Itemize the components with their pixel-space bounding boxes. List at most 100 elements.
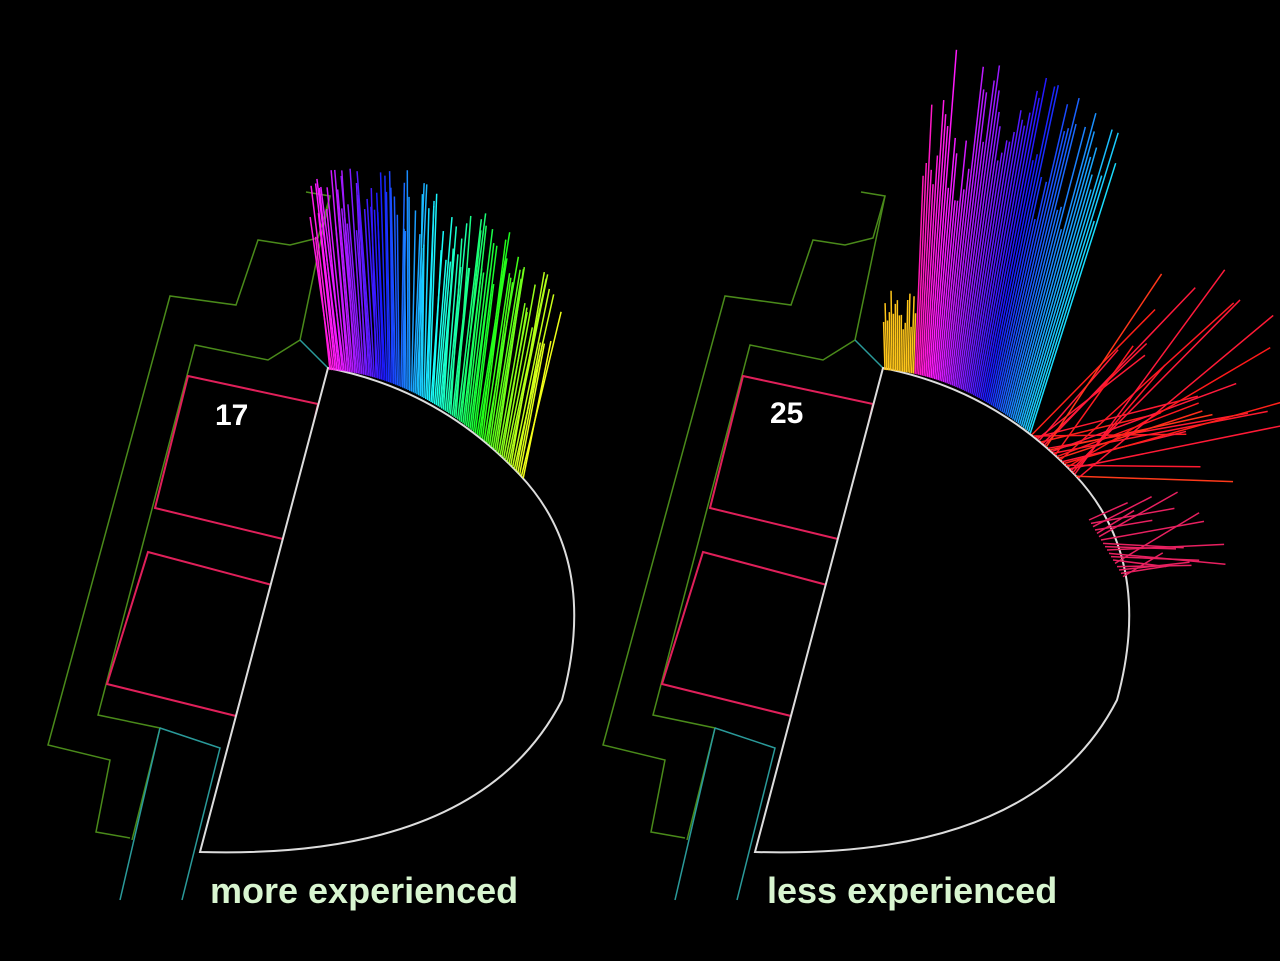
ray (379, 172, 388, 382)
ray (1026, 132, 1119, 431)
ray (890, 290, 893, 371)
ray (400, 182, 406, 387)
ray (492, 278, 522, 449)
ray (988, 85, 1060, 405)
ray (472, 245, 498, 432)
ray (1006, 206, 1063, 416)
ray (363, 208, 376, 378)
ray (390, 187, 397, 385)
housing-outline (159, 727, 221, 901)
ray (914, 175, 924, 374)
ray (916, 162, 928, 375)
ray (456, 219, 483, 420)
ray (958, 111, 1000, 389)
ray (1033, 433, 1187, 437)
ray (347, 204, 363, 375)
ray (423, 208, 430, 399)
ray (1106, 543, 1225, 551)
ray (375, 192, 386, 381)
ray (1040, 412, 1161, 443)
ray (384, 175, 390, 383)
ray (949, 92, 988, 385)
ray (326, 187, 347, 372)
ray (495, 269, 525, 452)
ray (309, 216, 333, 371)
ray (336, 189, 354, 373)
ray (1022, 129, 1113, 428)
ray (953, 80, 995, 387)
ray (967, 141, 1011, 393)
ray (925, 100, 945, 377)
ray (388, 171, 395, 384)
ray (926, 114, 947, 377)
ray (474, 283, 495, 434)
ray (940, 140, 968, 382)
ray (1044, 287, 1196, 446)
ray (1120, 564, 1171, 575)
ray (955, 65, 1001, 387)
ray (1122, 552, 1164, 578)
ray (310, 185, 335, 371)
housing-outline (854, 339, 884, 369)
ray (518, 343, 546, 475)
panel-number: 25 (770, 397, 803, 430)
ray (1098, 491, 1178, 538)
ray (393, 196, 399, 386)
ray (1059, 302, 1235, 461)
ray (974, 125, 1026, 397)
ray (1031, 308, 1156, 436)
ray (471, 243, 495, 431)
ray (490, 269, 521, 447)
ray (905, 299, 909, 373)
ray (999, 128, 1070, 412)
ray (442, 248, 454, 410)
ray (884, 303, 888, 371)
ray (981, 77, 1048, 401)
ray (1074, 269, 1226, 475)
ray (511, 288, 551, 468)
ray (517, 341, 544, 473)
ray (455, 215, 472, 419)
ray (917, 104, 933, 375)
ray (1049, 413, 1213, 451)
ray (316, 178, 342, 371)
ray (912, 313, 917, 374)
ray (451, 267, 470, 416)
ray (1077, 314, 1274, 479)
ray (333, 169, 353, 373)
ray (956, 90, 1000, 388)
ray (513, 294, 555, 470)
ray (971, 110, 1022, 395)
ray (483, 273, 511, 441)
ray (965, 140, 1008, 392)
ray (1096, 509, 1135, 534)
housing-outline (674, 727, 716, 901)
ray (314, 183, 338, 371)
ray (1004, 209, 1059, 415)
ray (349, 168, 365, 375)
ray (948, 89, 985, 385)
ray (1038, 349, 1119, 441)
ray (508, 274, 549, 464)
ray (923, 155, 939, 377)
ray (978, 90, 1039, 399)
ray (460, 230, 482, 423)
ray (467, 229, 494, 428)
ray (1027, 220, 1095, 432)
ray (448, 223, 468, 414)
ray (408, 196, 411, 391)
ray (946, 66, 985, 384)
ray (1029, 162, 1117, 434)
housing-outline (299, 339, 329, 369)
ray (355, 182, 367, 376)
panel-number: 17 (215, 399, 248, 432)
ray (1088, 501, 1128, 521)
ray (1003, 123, 1077, 414)
ray (488, 282, 514, 446)
ray (437, 261, 452, 407)
ray (522, 340, 552, 479)
ray (412, 234, 421, 393)
ray (987, 86, 1056, 404)
ray (317, 213, 337, 371)
